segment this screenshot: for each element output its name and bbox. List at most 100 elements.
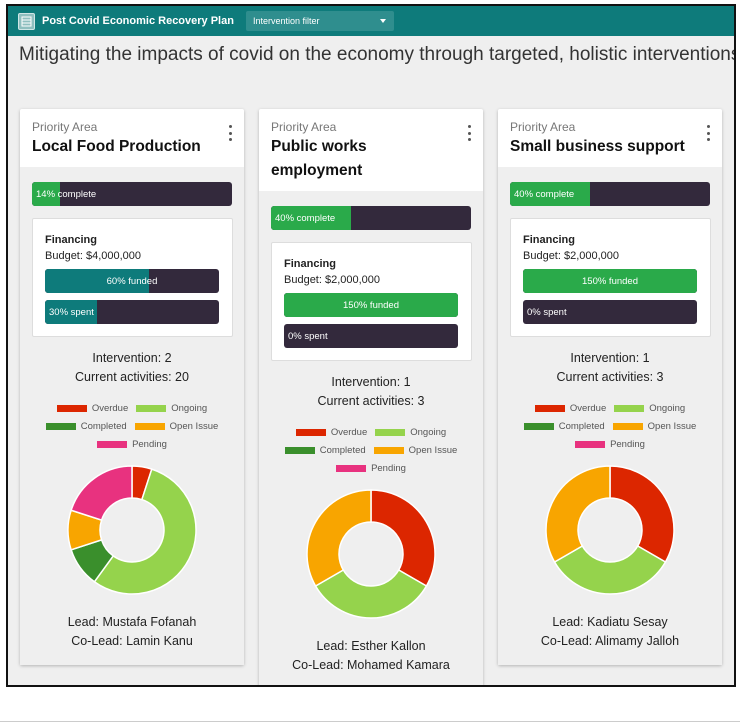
activity-count: Current activities: 3 — [556, 370, 664, 384]
intervention-count: Intervention: 1 — [570, 351, 650, 365]
card-leads: Lead: Kadiatu Sesay Co-Lead: Alimamy Jal… — [498, 613, 722, 651]
card-body: 14% complete Financing Budget: $4,000,00… — [20, 167, 244, 665]
legend-label: Overdue — [91, 403, 129, 414]
more-vert-icon[interactable] — [224, 125, 236, 141]
filter-label: Intervention filter — [252, 16, 320, 26]
card-stats: Intervention: 1 Current activities: 3 — [259, 373, 483, 411]
legend-swatch — [614, 405, 645, 412]
funded-bar: 150% funded — [523, 269, 697, 293]
legend-label: Open Issue — [169, 421, 219, 432]
intervention-filter-dropdown[interactable]: Intervention filter — [245, 11, 394, 31]
priority-area-card: Priority Area Local Food Production 14% … — [20, 109, 244, 665]
donut-slice-overdue[interactable] — [609, 465, 675, 564]
donut-slice-overdue[interactable] — [370, 489, 436, 588]
page-title: Mitigating the impacts of covid on the e… — [19, 44, 736, 65]
legend-swatch — [373, 447, 404, 454]
spent-bar: 0% spent — [284, 324, 458, 348]
donut-slice-ongoing[interactable] — [314, 568, 428, 619]
legend-label: Pending — [371, 463, 406, 474]
card-header: Priority Area Public works employment — [259, 109, 483, 183]
legend-item[interactable]: Ongoing — [136, 403, 207, 414]
legend-swatch — [375, 429, 406, 436]
legend-item[interactable]: Open Issue — [373, 445, 458, 456]
app-logo-icon — [18, 12, 35, 30]
progress-bar: 14% complete — [32, 182, 232, 206]
legend-swatch — [56, 405, 87, 412]
legend-label: Ongoing — [171, 403, 208, 414]
progress-label: 40% complete — [275, 212, 336, 224]
status-donut-chart — [306, 489, 436, 619]
status-donut-chart — [545, 465, 675, 595]
donut-slice-ongoing[interactable] — [553, 544, 667, 595]
legend-item[interactable]: Pending — [575, 439, 645, 450]
financing-panel: Financing Budget: $2,000,000 150% funded… — [271, 242, 472, 361]
divider — [0, 721, 740, 722]
intervention-count: Intervention: 1 — [331, 375, 411, 389]
progress-bar: 40% complete — [510, 182, 710, 206]
legend-item[interactable]: Overdue — [295, 427, 368, 438]
legend-item[interactable]: Overdue — [56, 403, 129, 414]
chevron-down-icon — [379, 19, 386, 23]
card-label: Priority Area — [510, 120, 576, 134]
legend-swatch — [97, 441, 128, 448]
donut-slice-ongoing[interactable] — [93, 468, 197, 595]
priority-area-card: Priority Area Public works employment 40… — [259, 109, 483, 685]
legend-swatch — [575, 441, 606, 448]
legend-label: Open Issue — [408, 445, 458, 456]
financing-title: Financing — [45, 234, 97, 246]
lead-name: Lead: Esther Kallon — [316, 639, 426, 653]
more-vert-icon[interactable] — [702, 125, 714, 141]
financing-panel: Financing Budget: $2,000,000 150% funded… — [510, 218, 711, 337]
donut-slice-pending[interactable] — [70, 465, 133, 522]
card-stats: Intervention: 2 Current activities: 20 — [20, 349, 244, 387]
financing-panel: Financing Budget: $4,000,000 60% funded … — [32, 218, 233, 337]
donut-slice-open-issue[interactable] — [306, 489, 372, 588]
legend-item[interactable]: Completed — [284, 445, 366, 456]
legend-swatch — [336, 465, 367, 472]
donut-slice-open-issue[interactable] — [545, 465, 611, 564]
card-label: Priority Area — [271, 120, 337, 134]
card-leads: Lead: Esther Kallon Co-Lead: Mohamed Kam… — [259, 637, 483, 675]
legend-item[interactable]: Open Issue — [134, 421, 219, 432]
budget-value: Budget: $2,000,000 — [523, 250, 620, 262]
legend-item[interactable]: Ongoing — [375, 427, 446, 438]
card-header: Priority Area Small business support — [498, 109, 722, 159]
legend-item[interactable]: Open Issue — [612, 421, 697, 432]
spent-label: 0% spent — [288, 330, 328, 342]
legend-label: Completed — [558, 421, 605, 432]
funded-label: 150% funded — [582, 275, 638, 287]
legend-item[interactable]: Completed — [523, 421, 605, 432]
legend-item[interactable]: Ongoing — [614, 403, 685, 414]
activity-count: Current activities: 20 — [75, 370, 189, 384]
legend-label: Ongoing — [649, 403, 686, 414]
app-window: Post Covid Economic Recovery Plan Interv… — [6, 4, 736, 687]
card-body: 40% complete Financing Budget: $2,000,00… — [259, 191, 483, 685]
spent-bar: 0% spent — [523, 300, 697, 324]
legend-swatch — [134, 423, 165, 430]
budget-value: Budget: $4,000,000 — [45, 250, 142, 262]
legend-label: Pending — [610, 439, 645, 450]
legend-label: Open Issue — [647, 421, 697, 432]
legend-item[interactable]: Pending — [336, 463, 406, 474]
spent-label: 0% spent — [527, 306, 567, 318]
legend-item[interactable]: Pending — [97, 439, 167, 450]
legend-swatch — [284, 447, 315, 454]
card-title: Public works employment — [271, 138, 367, 179]
legend-swatch — [136, 405, 167, 412]
legend-swatch — [534, 405, 565, 412]
card-leads: Lead: Mustafa Fofanah Co-Lead: Lamin Kan… — [20, 613, 244, 651]
legend-item[interactable]: Overdue — [534, 403, 606, 414]
colead-name: Co-Lead: Alimamy Jalloh — [540, 634, 680, 648]
spent-bar: 30% spent — [45, 300, 219, 324]
card-title: Local Food Production — [32, 138, 201, 155]
legend-label: Pending — [132, 439, 167, 450]
card-stats: Intervention: 1 Current activities: 3 — [498, 349, 722, 387]
funded-bar: 150% funded — [284, 293, 458, 317]
legend-label: Overdue — [330, 427, 368, 438]
priority-area-card: Priority Area Small business support 40%… — [498, 109, 722, 665]
lead-name: Lead: Mustafa Fofanah — [67, 615, 197, 629]
more-vert-icon[interactable] — [463, 125, 475, 141]
status-donut-chart — [67, 465, 197, 595]
funded-label: 60% funded — [106, 275, 158, 287]
legend-item[interactable]: Completed — [45, 421, 127, 432]
